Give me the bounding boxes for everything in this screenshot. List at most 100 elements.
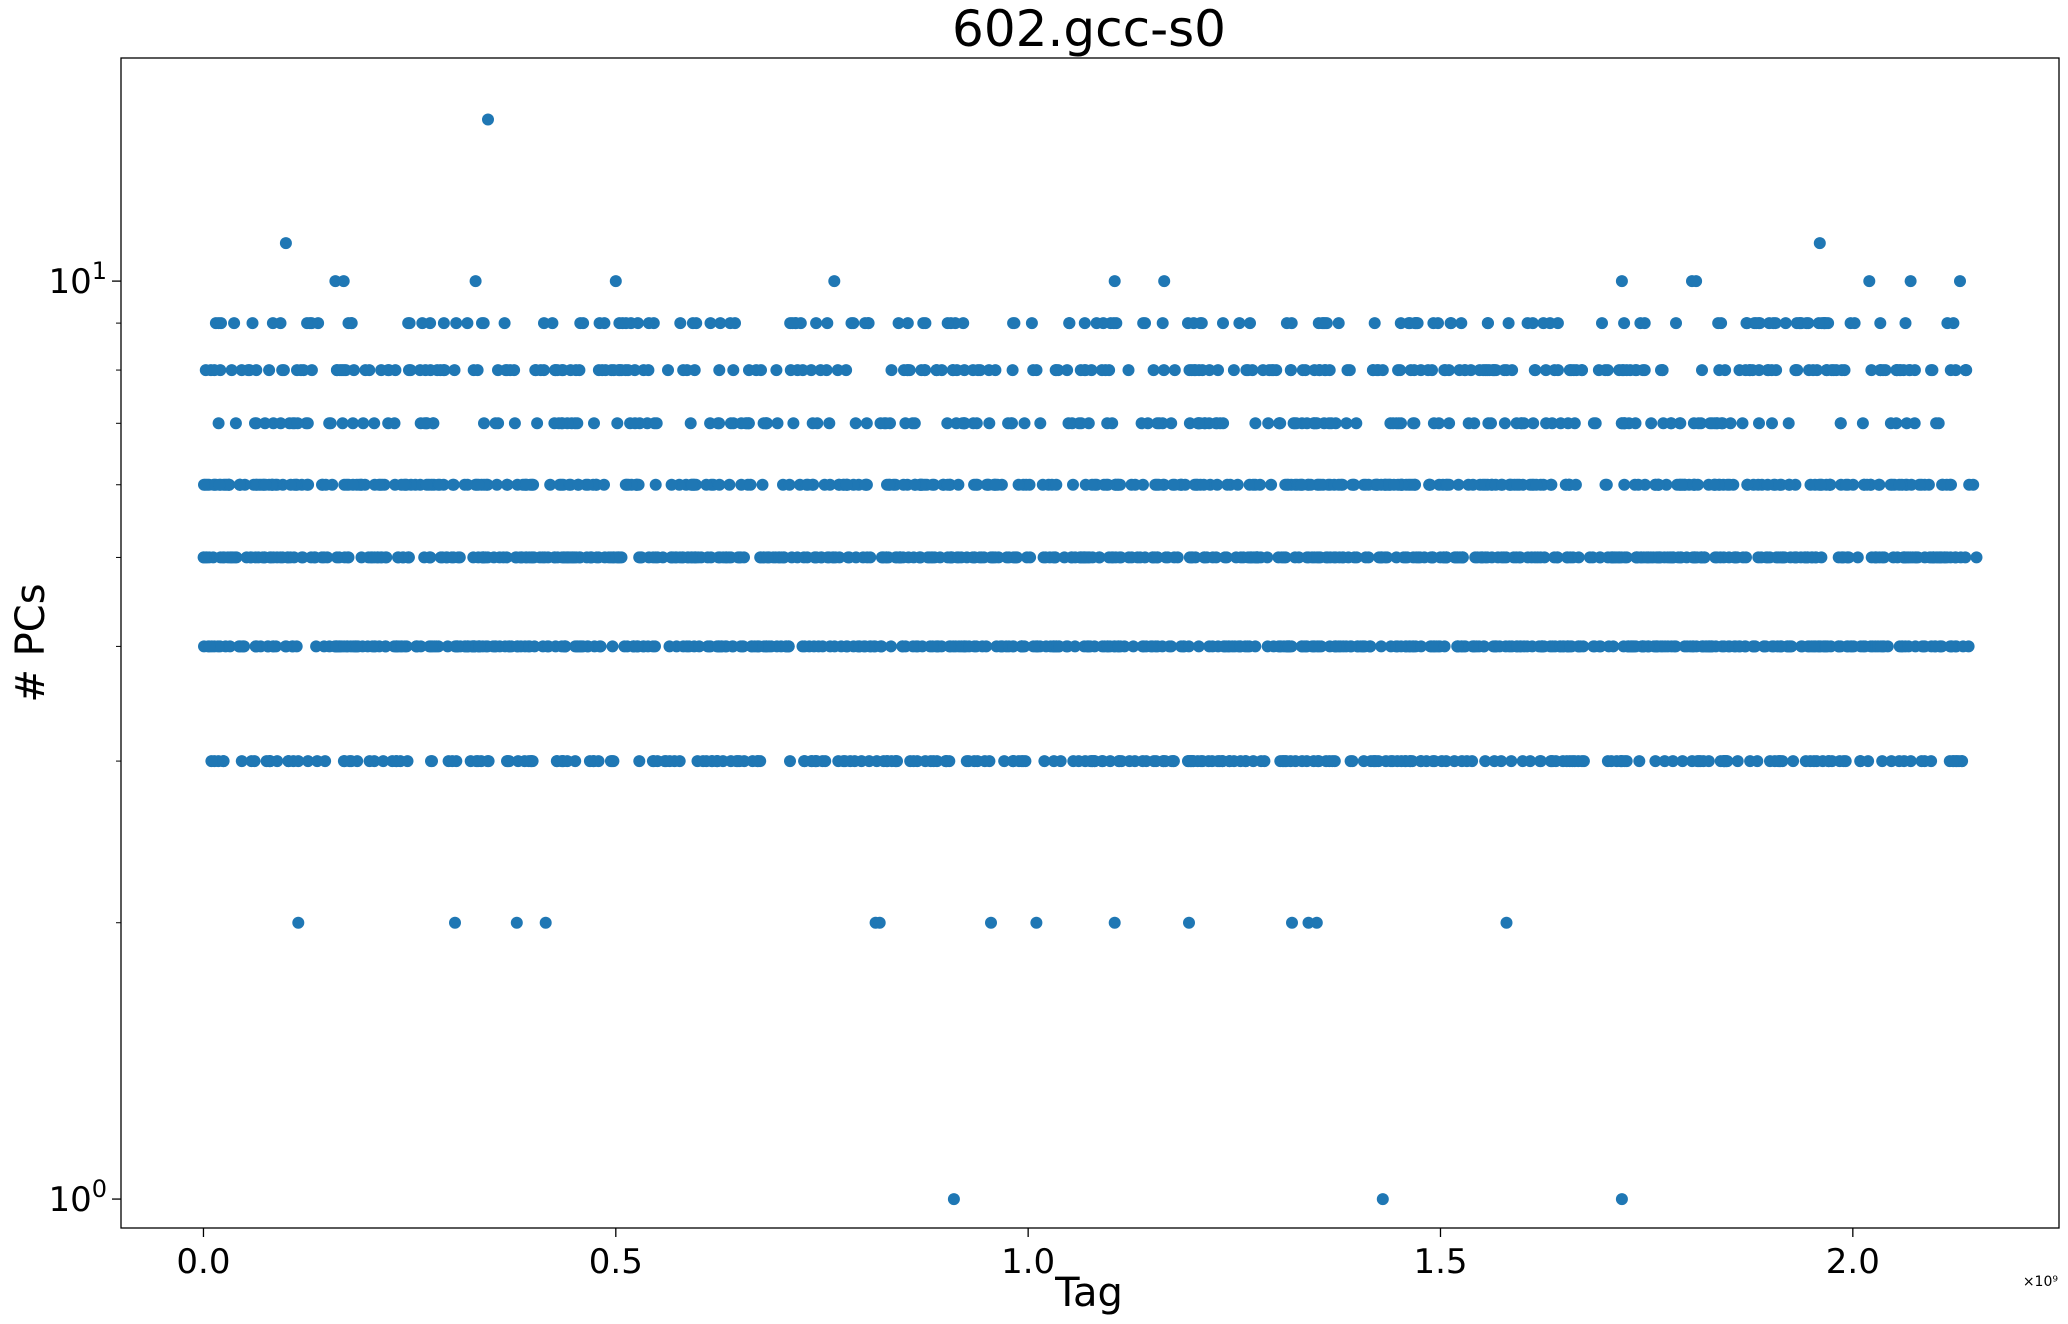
data-point — [359, 478, 371, 491]
data-point — [823, 417, 836, 430]
data-point — [642, 364, 655, 377]
data-point — [1761, 478, 1774, 491]
data-point — [1925, 755, 1938, 768]
data-point — [574, 317, 587, 330]
data-point — [1787, 755, 1800, 768]
data-point — [368, 417, 381, 430]
data-point — [1455, 317, 1468, 330]
data-point — [840, 478, 853, 491]
data-point — [1954, 275, 1966, 288]
data-point — [1101, 640, 1114, 653]
data-point — [1775, 640, 1787, 653]
data-point — [1345, 640, 1358, 653]
data-point — [907, 640, 919, 653]
data-point — [305, 364, 318, 377]
data-point — [1314, 478, 1327, 491]
data-point — [1822, 755, 1835, 768]
data-point — [1652, 478, 1665, 491]
data-point — [941, 317, 954, 330]
data-point — [1733, 640, 1746, 653]
data-point — [1439, 364, 1452, 377]
data-point — [276, 364, 289, 377]
data-point — [743, 364, 755, 377]
data-point — [805, 364, 818, 377]
data-point — [693, 640, 706, 653]
data-point — [1423, 478, 1436, 491]
data-point — [908, 417, 921, 430]
data-point — [291, 417, 304, 430]
data-point — [963, 640, 976, 653]
data-point — [534, 364, 547, 377]
data-point — [1151, 551, 1164, 564]
data-point — [1086, 551, 1099, 564]
data-point — [511, 478, 524, 491]
data-point — [1040, 640, 1053, 653]
data-point — [583, 755, 596, 768]
data-point — [425, 755, 437, 768]
data-point — [1110, 317, 1123, 330]
data-point — [433, 478, 446, 491]
data-point — [199, 364, 212, 377]
data-point — [1017, 755, 1030, 768]
data-point — [383, 364, 395, 377]
data-point — [1610, 551, 1623, 564]
data-point — [723, 478, 736, 491]
data-point — [1179, 478, 1192, 491]
data-point — [1108, 916, 1121, 929]
data-point — [713, 364, 726, 377]
data-point — [598, 317, 611, 330]
data-point — [1344, 755, 1357, 768]
data-point — [449, 916, 461, 929]
data-point — [1905, 478, 1918, 491]
data-point — [1594, 551, 1607, 564]
data-point — [296, 551, 309, 564]
data-point — [849, 417, 862, 430]
data-point — [1125, 551, 1138, 564]
data-point — [649, 551, 662, 564]
data-point — [1063, 317, 1076, 330]
data-point — [398, 478, 411, 491]
data-point — [674, 317, 687, 330]
data-point — [1529, 364, 1542, 377]
data-point — [501, 364, 513, 377]
data-point — [1194, 317, 1207, 330]
data-point — [809, 755, 822, 768]
data-point — [259, 478, 272, 491]
data-point — [1766, 640, 1779, 653]
data-point — [1368, 317, 1381, 330]
data-point — [1023, 478, 1036, 491]
data-point — [1227, 364, 1240, 377]
data-point — [1876, 755, 1889, 768]
data-point — [263, 364, 276, 377]
data-point — [1012, 478, 1025, 491]
data-point — [212, 417, 225, 430]
data-point — [411, 640, 424, 653]
data-point — [848, 755, 861, 768]
data-point — [1874, 640, 1887, 653]
data-point — [482, 113, 494, 126]
data-point — [1103, 364, 1116, 377]
data-point — [419, 364, 432, 377]
data-point — [1445, 317, 1458, 330]
data-point — [1505, 755, 1518, 768]
data-point — [1150, 755, 1163, 768]
data-point — [812, 640, 825, 653]
data-point — [205, 755, 218, 768]
data-point — [218, 551, 231, 564]
data-point — [1247, 755, 1260, 768]
plot-area — [120, 57, 2060, 1229]
data-point — [1666, 755, 1679, 768]
data-point — [538, 551, 551, 564]
data-point — [649, 640, 661, 653]
data-point — [448, 364, 461, 377]
data-point — [893, 551, 906, 564]
data-point — [1368, 755, 1381, 768]
data-point — [980, 640, 993, 653]
data-point — [1696, 364, 1708, 377]
data-point — [607, 364, 620, 377]
data-point — [1804, 755, 1817, 768]
data-point — [437, 317, 450, 330]
data-point — [319, 478, 332, 491]
data-point — [1704, 417, 1717, 430]
data-point — [1137, 317, 1150, 330]
